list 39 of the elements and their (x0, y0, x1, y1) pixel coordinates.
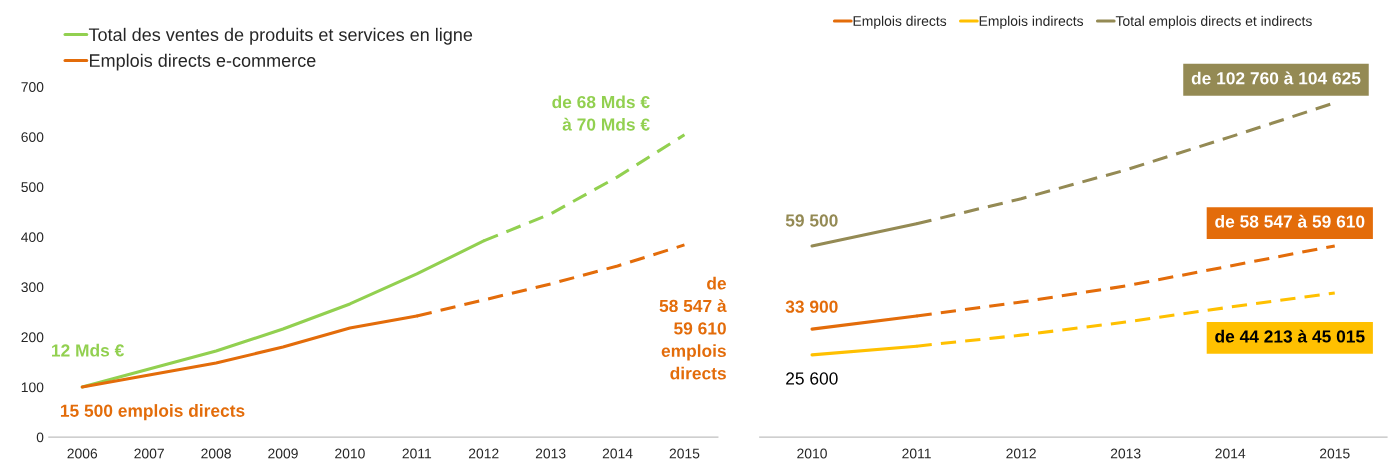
x-tick-label: 2015 (669, 448, 700, 459)
y-tick-label: 500 (21, 182, 44, 193)
x-tick-label: 2013 (1110, 448, 1141, 459)
x-tick-label: 2010 (335, 448, 365, 459)
annotation: 15 500 emplois directs (60, 404, 245, 421)
x-tick-label: 2014 (602, 448, 633, 459)
x-tick-label: 2012 (1006, 448, 1036, 459)
y-tick-label: 300 (21, 282, 44, 293)
annotation: 25 600 (786, 372, 838, 385)
x-tick-label: 2006 (67, 448, 98, 459)
y-tick-label: 600 (21, 132, 44, 142)
y-tick-label: 100 (21, 382, 44, 393)
annotation: de 44 213 à 45 015 (1215, 329, 1365, 343)
x-tick-label: 2010 (797, 448, 827, 459)
legend-label: Emplois directs (853, 15, 947, 29)
annotation: 12 Mds € (52, 343, 124, 357)
legend-label: Emplois indirects (979, 15, 1084, 29)
legend-label: Total emplois directs et indirects (1115, 15, 1312, 29)
y-tick-label: 400 (21, 232, 44, 243)
y-tick-label: 700 (21, 82, 44, 92)
x-tick-label: 2011 (402, 448, 432, 459)
x-tick-label: 2013 (535, 448, 566, 459)
annotation: de 58 547 à 59 610 (1215, 214, 1365, 228)
annotation: de 68 Mds € à 70 Mds € (552, 95, 650, 131)
x-tick-label: 2007 (134, 448, 164, 459)
annotation: de 58 547 à 59 610 emplois directs (659, 276, 727, 380)
text: de 102 760 à 104 625 (1191, 71, 1361, 85)
annotation: 59 500 (785, 214, 838, 227)
x-tick-label: 2012 (468, 448, 499, 459)
x-tick-label: 2008 (201, 448, 231, 459)
legend-label: Emplois directs e-commerce (89, 53, 316, 71)
y-tick-label: 0 (36, 432, 44, 443)
x-tick-label: 2014 (1215, 448, 1246, 459)
annotation: 33 900 (785, 300, 838, 313)
x-tick-label: 2015 (1320, 448, 1350, 459)
y-tick-label: 200 (21, 332, 44, 343)
x-tick-label: 2011 (902, 448, 931, 459)
x-tick-label: 2009 (268, 448, 298, 459)
legend-label: Total des ventes de produits et services en ligne (88, 27, 473, 45)
